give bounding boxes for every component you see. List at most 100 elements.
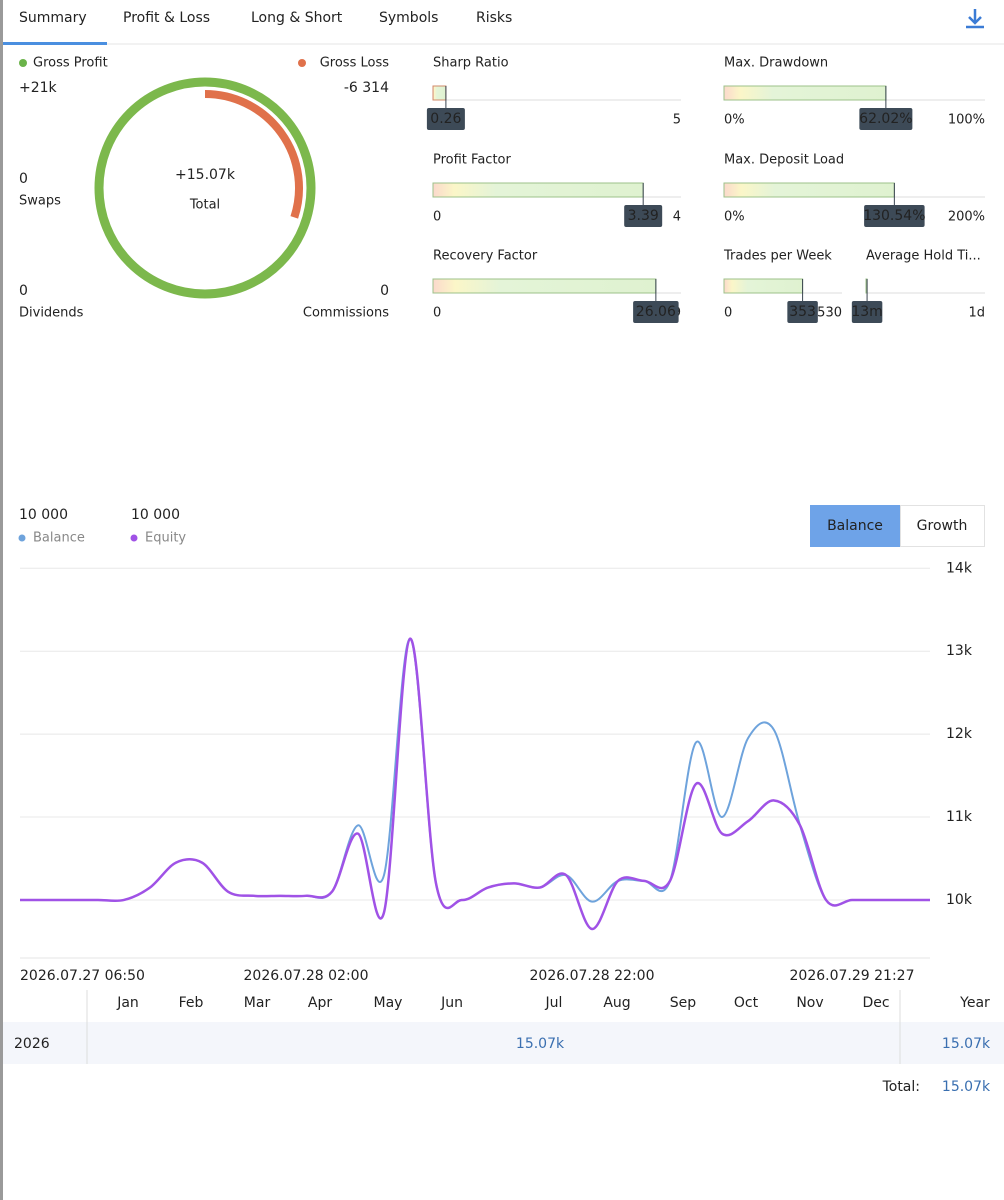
tab[interactable]: Symbols: [379, 10, 438, 26]
gross-profit-value: +21k: [19, 80, 58, 96]
month-header: Sep: [670, 995, 697, 1011]
metric-flag: [859, 108, 913, 130]
month-header: Nov: [796, 995, 823, 1011]
metric-min: 0: [433, 210, 441, 225]
legend-name: Balance: [33, 531, 85, 546]
month-header: May: [374, 995, 403, 1011]
download-icon[interactable]: [966, 9, 984, 29]
metric-flag: [851, 301, 883, 323]
swaps-value: 0: [19, 171, 28, 187]
dividends-label: Dividends: [19, 306, 84, 321]
metric-title: Max. Drawdown: [724, 56, 828, 71]
month-header: Mar: [244, 995, 271, 1011]
metric-title: Sharp Ratio: [433, 56, 509, 71]
total-value: +15.07k: [175, 167, 236, 183]
y-tick-label: 14k: [946, 560, 973, 576]
metric-max: 100%: [948, 113, 985, 128]
gross-loss-arc: [204, 90, 303, 219]
total-label: Total: [189, 198, 220, 213]
month-header: Jul: [545, 995, 563, 1011]
month-header: Jun: [440, 995, 463, 1011]
left-border: [0, 0, 3, 1200]
metric-bar: [723, 278, 804, 294]
gross-profit-label: Gross Profit: [33, 56, 108, 71]
metric-flag: [426, 108, 465, 130]
legend-name: Equity: [145, 531, 186, 546]
swaps-label: Swaps: [19, 194, 61, 209]
metric-bar: [723, 85, 887, 101]
metric-max: 200%: [948, 210, 985, 225]
month-header: Feb: [179, 995, 204, 1011]
metric-min: 0: [433, 306, 441, 321]
tab[interactable]: Profit & Loss: [123, 10, 210, 26]
y-tick-label: 10k: [946, 892, 973, 908]
dot: [298, 59, 306, 67]
metric-title: Average Hold Ti...: [866, 249, 981, 264]
metric-max: 530: [817, 306, 842, 321]
tab[interactable]: Summary: [19, 10, 87, 26]
table-row-bg: [3, 1022, 1004, 1064]
metric-bar: [432, 85, 447, 101]
metric-flag: [624, 205, 663, 227]
metric-title: Profit Factor: [433, 153, 511, 168]
x-tick-label: 2026.07.28 02:00: [244, 968, 369, 984]
total-label: Total:: [882, 1079, 920, 1095]
metric-max: 1d: [968, 306, 985, 321]
x-tick-label: 2026.07.27 06:50: [20, 968, 145, 984]
metric-bar: [432, 278, 657, 294]
row-year-total: 15.07k: [942, 1036, 991, 1052]
dividends-value: 0: [19, 283, 28, 299]
metric-title: Recovery Factor: [433, 249, 538, 264]
legend-value: 10 000: [19, 507, 68, 523]
commissions-value: 0: [380, 283, 389, 299]
metric-title: Trades per Week: [723, 249, 832, 264]
month-header: Dec: [862, 995, 889, 1011]
metric-title: Max. Deposit Load: [724, 153, 844, 168]
metric-flag: [633, 301, 679, 323]
metric-value: 130.54%: [863, 208, 925, 224]
tab[interactable]: Long & Short: [251, 10, 343, 26]
row-year: 2026: [14, 1036, 50, 1052]
x-tick-label: 2026.07.29 21:27: [790, 968, 915, 984]
month-header: Year: [959, 995, 990, 1011]
series-line: [19, 637, 930, 909]
month-header: Jan: [116, 995, 139, 1011]
legend-value: 10 000: [131, 507, 180, 523]
legend-dot: [130, 534, 138, 542]
metric-bar: [723, 182, 895, 198]
total-value: 15.07k: [942, 1079, 991, 1095]
month-header: Aug: [603, 995, 630, 1011]
y-tick-label: 13k: [946, 643, 973, 659]
metric-value: 62.02%: [859, 111, 912, 127]
metric-min: 0%: [724, 210, 745, 225]
metric-min: 0%: [724, 113, 745, 128]
active-tab-underline: [3, 42, 107, 45]
growth-button-label: Growth: [917, 518, 968, 534]
metric-min: 0: [724, 306, 732, 321]
row-total: 15.07k: [516, 1036, 565, 1052]
gross-loss-label: Gross Loss: [320, 56, 390, 71]
x-tick-label: 2026.07.28 22:00: [530, 968, 655, 984]
month-header: Oct: [734, 995, 759, 1011]
metric-flag: [864, 205, 925, 227]
dot: [19, 59, 27, 67]
balance-button-label: Balance: [827, 518, 883, 534]
metric-bar: [432, 182, 644, 198]
metric-value: 3.39: [628, 208, 659, 224]
metric-max: 4: [673, 210, 681, 225]
commissions-label: Commissions: [303, 306, 389, 321]
metric-flag: [787, 301, 818, 323]
metric-value: 0.26: [430, 111, 461, 127]
series-line: [19, 637, 930, 931]
metric-value: 13m: [851, 304, 882, 320]
growth-button[interactable]: [900, 505, 985, 547]
gross-profit-ring: [94, 77, 316, 299]
balance-button[interactable]: [810, 505, 900, 547]
metric-value: 353: [789, 304, 816, 320]
y-tick-label: 11k: [946, 809, 973, 825]
y-tick-label: 12k: [946, 726, 973, 742]
legend-dot: [18, 534, 26, 542]
tab[interactable]: Risks: [476, 10, 512, 26]
